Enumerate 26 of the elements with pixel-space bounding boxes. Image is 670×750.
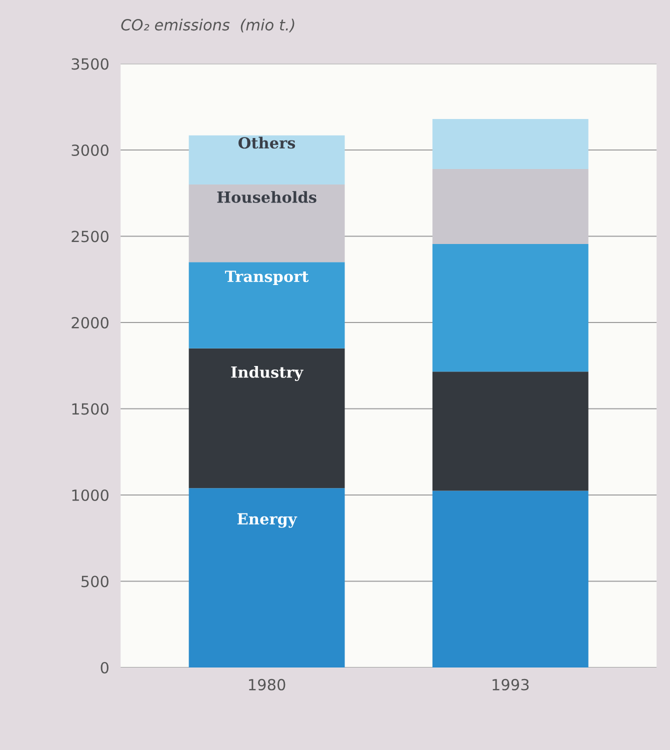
series-label: Energy	[237, 513, 298, 528]
bar	[432, 244, 588, 372]
x-tick-label: 1980	[249, 678, 286, 690]
series-label: Industry	[231, 366, 304, 382]
bar	[188, 135, 345, 184]
bar	[188, 262, 345, 348]
bar	[432, 168, 588, 244]
series-label: Others	[238, 136, 296, 149]
y-tick-label: 2000	[72, 316, 108, 329]
y-tick-label: 3500	[72, 58, 108, 70]
bar	[188, 348, 345, 488]
bar	[188, 488, 345, 668]
x-tick-label: 1993	[492, 678, 529, 690]
bar	[432, 118, 588, 169]
y-tick-label: 1500	[72, 403, 108, 415]
y-tick-label: 1000	[72, 489, 108, 502]
y-tick-label: 0	[100, 662, 108, 674]
series-label: Transport	[225, 270, 309, 286]
series-label: Households	[217, 191, 316, 203]
bar	[432, 372, 588, 491]
y-tick-label: 500	[82, 576, 108, 588]
y-tick-label: 2500	[72, 230, 108, 242]
y-axis-title: CO₂ emissions (mio t.)	[121, 18, 294, 32]
y-tick-label: 3000	[72, 144, 108, 156]
bar	[188, 184, 345, 262]
bar	[432, 490, 588, 668]
